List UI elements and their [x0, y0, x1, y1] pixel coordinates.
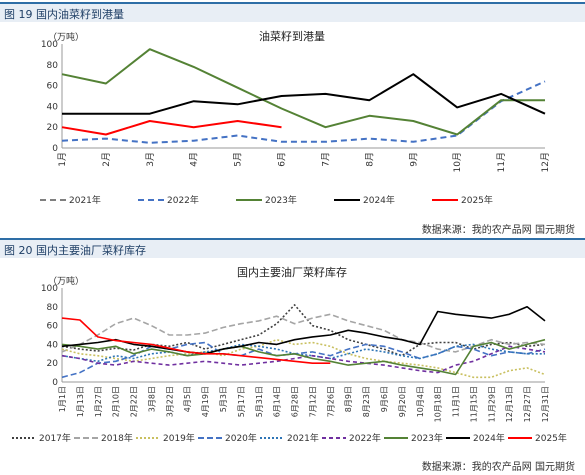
chart2-x-tick-label: 8月9日 — [344, 386, 353, 412]
chart2-x-tick-label: 11月29日 — [487, 386, 496, 422]
chart2-x-tick-label: 6月28日 — [291, 386, 300, 417]
chart2-y-tick-label: 20 — [47, 359, 59, 369]
chart1-y-tick-label: 20 — [47, 123, 59, 133]
chart2-legend-label: 2025年 — [535, 432, 567, 444]
chart1-legend-label: 2023年 — [265, 194, 297, 206]
chart1-series-line-2025年 — [61, 120, 282, 136]
chart1-x-tick-label: 2月 — [101, 152, 112, 167]
chart2-x-tick-label: 1月13日 — [76, 386, 85, 417]
chart2-series-line-2019年 — [61, 338, 546, 379]
chart2-x-tick-label: 9月6日 — [380, 386, 389, 412]
chart2-x-tick-label: 4月5日 — [183, 386, 192, 412]
chart1-x-tick-label: 6月 — [277, 152, 288, 167]
chart2-x-tick-label: 11月1日 — [452, 386, 461, 417]
chart2-svg: 0 20 40 60 80 100（万吨） 国内主要油厂菜籽库存 1月1日 1月13日 1月27日… — [12, 265, 567, 444]
chart2-x-tick-label: 7月12日 — [308, 386, 317, 417]
chart2-x-tick-label: 9月20日 — [398, 386, 407, 417]
chart2-x-tick-label: 2月22日 — [130, 386, 139, 417]
chart1-x-tick-label: 3月 — [145, 152, 156, 167]
chart1-series-line-2023年 — [61, 48, 545, 136]
chart2-y-tick-label: 40 — [47, 340, 59, 350]
figure1-source: 数据来源：我的农产品网 国元期货 — [421, 225, 575, 236]
figure1-header-text: 图 19 国内油菜籽到港量 — [4, 8, 124, 21]
chart1-x-tick-label: 8月 — [364, 152, 375, 167]
chart2-y-tick-label: 100 — [41, 284, 58, 294]
chart2-series-line-2023年 — [61, 338, 546, 376]
chart2-legend-label: 2017年 — [39, 432, 71, 444]
chart2-legend-label: 2019年 — [163, 432, 195, 444]
chart1-x-tick-label: 12月 — [540, 152, 551, 172]
chart2-x-tick-label: 12月31日 — [541, 386, 550, 422]
chart1-series-line-2024年 — [62, 73, 546, 115]
chart1-svg: 0 20 40 60 80 100（万吨） 油菜籽到港量 1月 2月 3月 4月 5月 6月 7月 8月 9月… — [40, 29, 551, 206]
chart1-x-tick-label: 1月 — [57, 152, 68, 167]
chart2-x-tick-label: 12月27日 — [523, 386, 532, 422]
chart2-y-tick-label: 0 — [52, 378, 58, 388]
chart2-series-line-2022年 — [61, 345, 546, 374]
figure2-header-text: 图 20 国内主要油厂菜籽库存 — [4, 244, 146, 257]
chart2-x-tick-label: 7月26日 — [326, 386, 335, 417]
chart2-x-tick-label: 1月27日 — [94, 386, 103, 417]
chart2-y-tick-label: 60 — [47, 322, 59, 332]
chart1-legend-label: 2025年 — [461, 194, 493, 206]
chart1-legend-label: 2021年 — [69, 194, 101, 206]
chart2-x-tick-label: 2月10日 — [112, 386, 121, 417]
chart2-series-line-2017年 — [61, 304, 546, 357]
figure2-header: 图 20 国内主要油厂菜籽库存 — [0, 238, 585, 258]
figure2-source: 数据来源：我的农产品网 国元期货 — [421, 462, 575, 473]
chart1-x-tick-label: 9月 — [408, 152, 419, 167]
chart1-x-tick-label: 7月 — [320, 152, 331, 167]
chart1-legend-label: 2022年 — [167, 194, 199, 206]
chart2-x-tick-label: 10月18日 — [434, 386, 443, 422]
chart2-x-tick-label: 3月22日 — [165, 386, 174, 417]
chart2-x-tick-label: 10月4日 — [416, 386, 425, 417]
chart2-x-tick-label: 1月1日 — [58, 386, 67, 412]
chart2-x-tick-label: 5月17日 — [237, 386, 246, 417]
chart2-legend-label: 2024年 — [473, 432, 505, 444]
chart1-series-line-2022年 — [61, 80, 546, 144]
chart1-x-tick-label: 4月 — [189, 152, 200, 167]
chart1-y-tick-label: 80 — [47, 61, 59, 71]
chart2-legend-label: 2022年 — [349, 432, 381, 444]
chart2-x-tick-label: 5月3日 — [219, 386, 228, 412]
chart2-x-tick-label: 6月14日 — [273, 386, 282, 417]
chart2-series-line-2018年 — [61, 313, 546, 353]
chart2-legend-label: 2023年 — [411, 432, 443, 444]
chart1-title: 油菜籽到港量 — [259, 29, 325, 43]
chart1-y-tick-label: 40 — [47, 102, 59, 112]
chart1-x-tick-label: 5月 — [233, 152, 244, 167]
chart2-series-line-2024年 — [61, 305, 546, 355]
chart2-x-tick-label: 4月19日 — [201, 386, 210, 417]
chart2-y-tick-label: 80 — [47, 303, 59, 313]
chart2-unit-label: （万吨） — [48, 275, 84, 287]
chart1-x-tick-label: 11月 — [496, 152, 507, 172]
chart1-unit-label: （万吨） — [48, 31, 84, 43]
chart2-legend-label: 2018年 — [101, 432, 133, 444]
chart2-legend-label: 2021年 — [287, 432, 319, 444]
chart2-x-tick-label: 8月23日 — [362, 386, 371, 417]
chart1-y-tick-label: 100 — [41, 40, 58, 50]
chart2-x-tick-label: 12月13日 — [505, 386, 514, 422]
chart2-x-tick-label: 3月8日 — [147, 386, 156, 412]
chart2-x-tick-label: 11月15日 — [469, 386, 478, 422]
figure1-header: 图 19 国内油菜籽到港量 — [0, 2, 585, 22]
chart1-x-tick-label: 10月 — [452, 152, 463, 172]
chart1-y-tick-label: 60 — [47, 82, 59, 92]
chart2-title: 国内主要油厂菜籽库存 — [237, 265, 347, 279]
chart2-legend-label: 2020年 — [225, 432, 257, 444]
chart1-legend-label: 2024年 — [363, 194, 395, 206]
chart2-series-line-2025年 — [61, 317, 331, 364]
chart1-y-tick-label: 0 — [52, 144, 58, 154]
chart2-x-tick-label: 5月31日 — [255, 386, 264, 417]
